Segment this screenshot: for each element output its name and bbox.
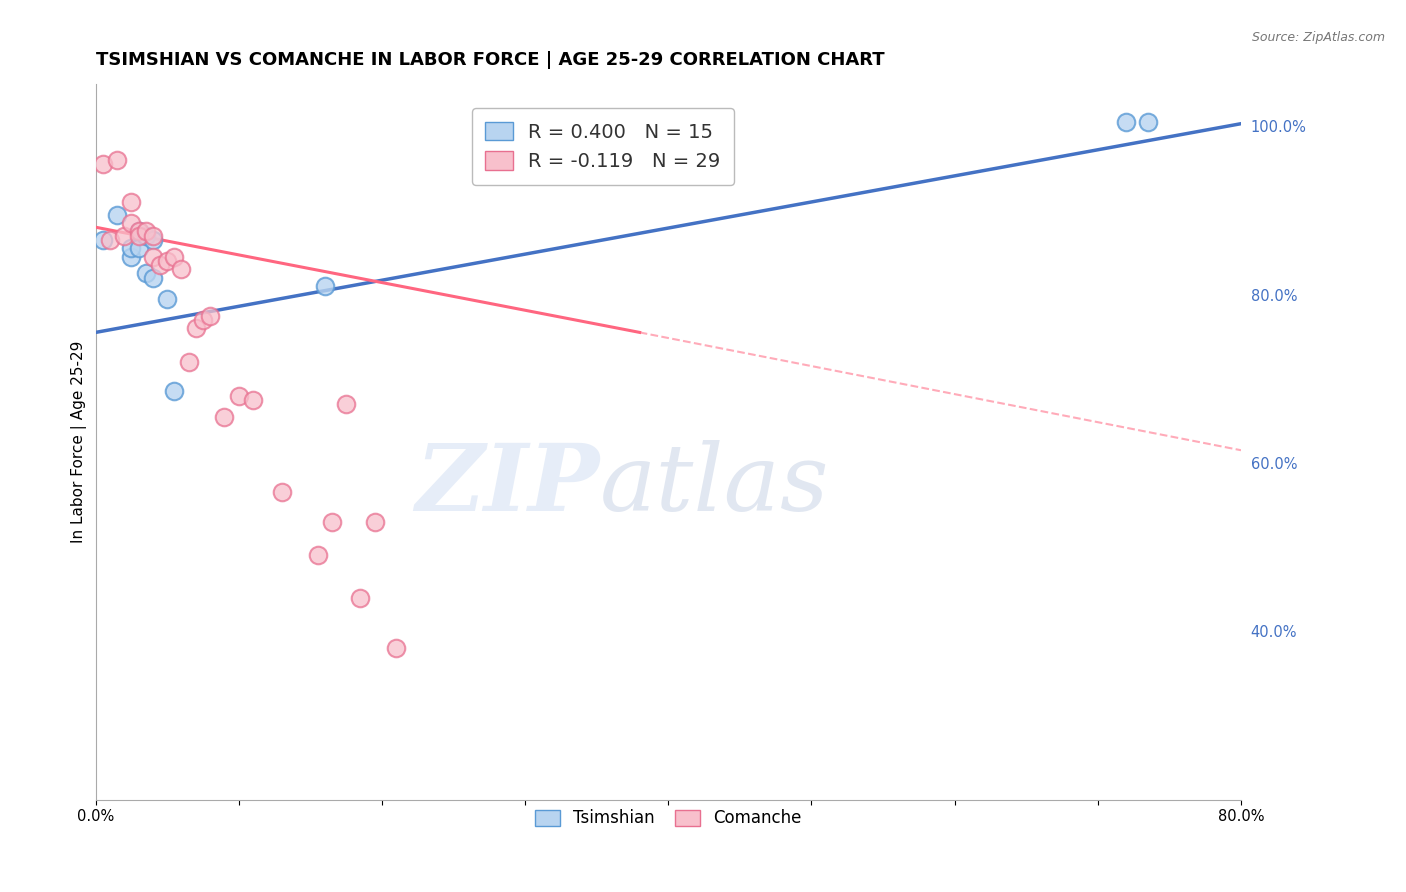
Point [349, 591, 371, 605]
Point [142, 250, 165, 264]
Point [91, 233, 114, 247]
Point [198, 309, 221, 323]
Legend: Tsimshian, Comanche: Tsimshian, Comanche [529, 803, 808, 834]
Text: TSIMSHIAN VS COMANCHE IN LABOR FORCE | AGE 25-29 CORRELATION CHART: TSIMSHIAN VS COMANCHE IN LABOR FORCE | A… [96, 51, 884, 69]
Point [128, 228, 150, 243]
Point [105, 208, 128, 222]
Point [120, 194, 142, 209]
Point [128, 224, 150, 238]
Point [228, 388, 250, 402]
Point [120, 216, 142, 230]
Text: Source: ZipAtlas.com: Source: ZipAtlas.com [1251, 31, 1385, 45]
Text: ZIP: ZIP [415, 440, 599, 530]
Y-axis label: In Labor Force | Age 25-29: In Labor Force | Age 25-29 [72, 341, 87, 543]
Point [128, 224, 150, 238]
Point [1136, 115, 1159, 129]
Point [120, 241, 142, 255]
Point [156, 292, 179, 306]
Point [177, 355, 200, 369]
Point [242, 392, 264, 407]
Point [385, 640, 408, 655]
Point [335, 397, 357, 411]
Point [142, 270, 165, 285]
Point [149, 258, 172, 272]
Point [156, 253, 179, 268]
Point [128, 241, 150, 255]
Point [1115, 115, 1137, 129]
Point [163, 250, 186, 264]
Point [163, 384, 186, 399]
Point [135, 267, 157, 281]
Point [135, 224, 157, 238]
Point [91, 157, 114, 171]
Point [120, 250, 142, 264]
Point [170, 262, 193, 277]
Point [135, 228, 157, 243]
Point [142, 233, 165, 247]
Point [214, 409, 236, 424]
Point [270, 485, 292, 500]
Point [142, 228, 165, 243]
Point [321, 515, 343, 529]
Point [364, 515, 387, 529]
Point [184, 321, 207, 335]
Point [105, 153, 128, 167]
Point [112, 228, 135, 243]
Point [98, 233, 121, 247]
Point [314, 279, 336, 293]
Point [307, 549, 329, 563]
Point [191, 313, 214, 327]
Text: atlas: atlas [599, 440, 830, 530]
